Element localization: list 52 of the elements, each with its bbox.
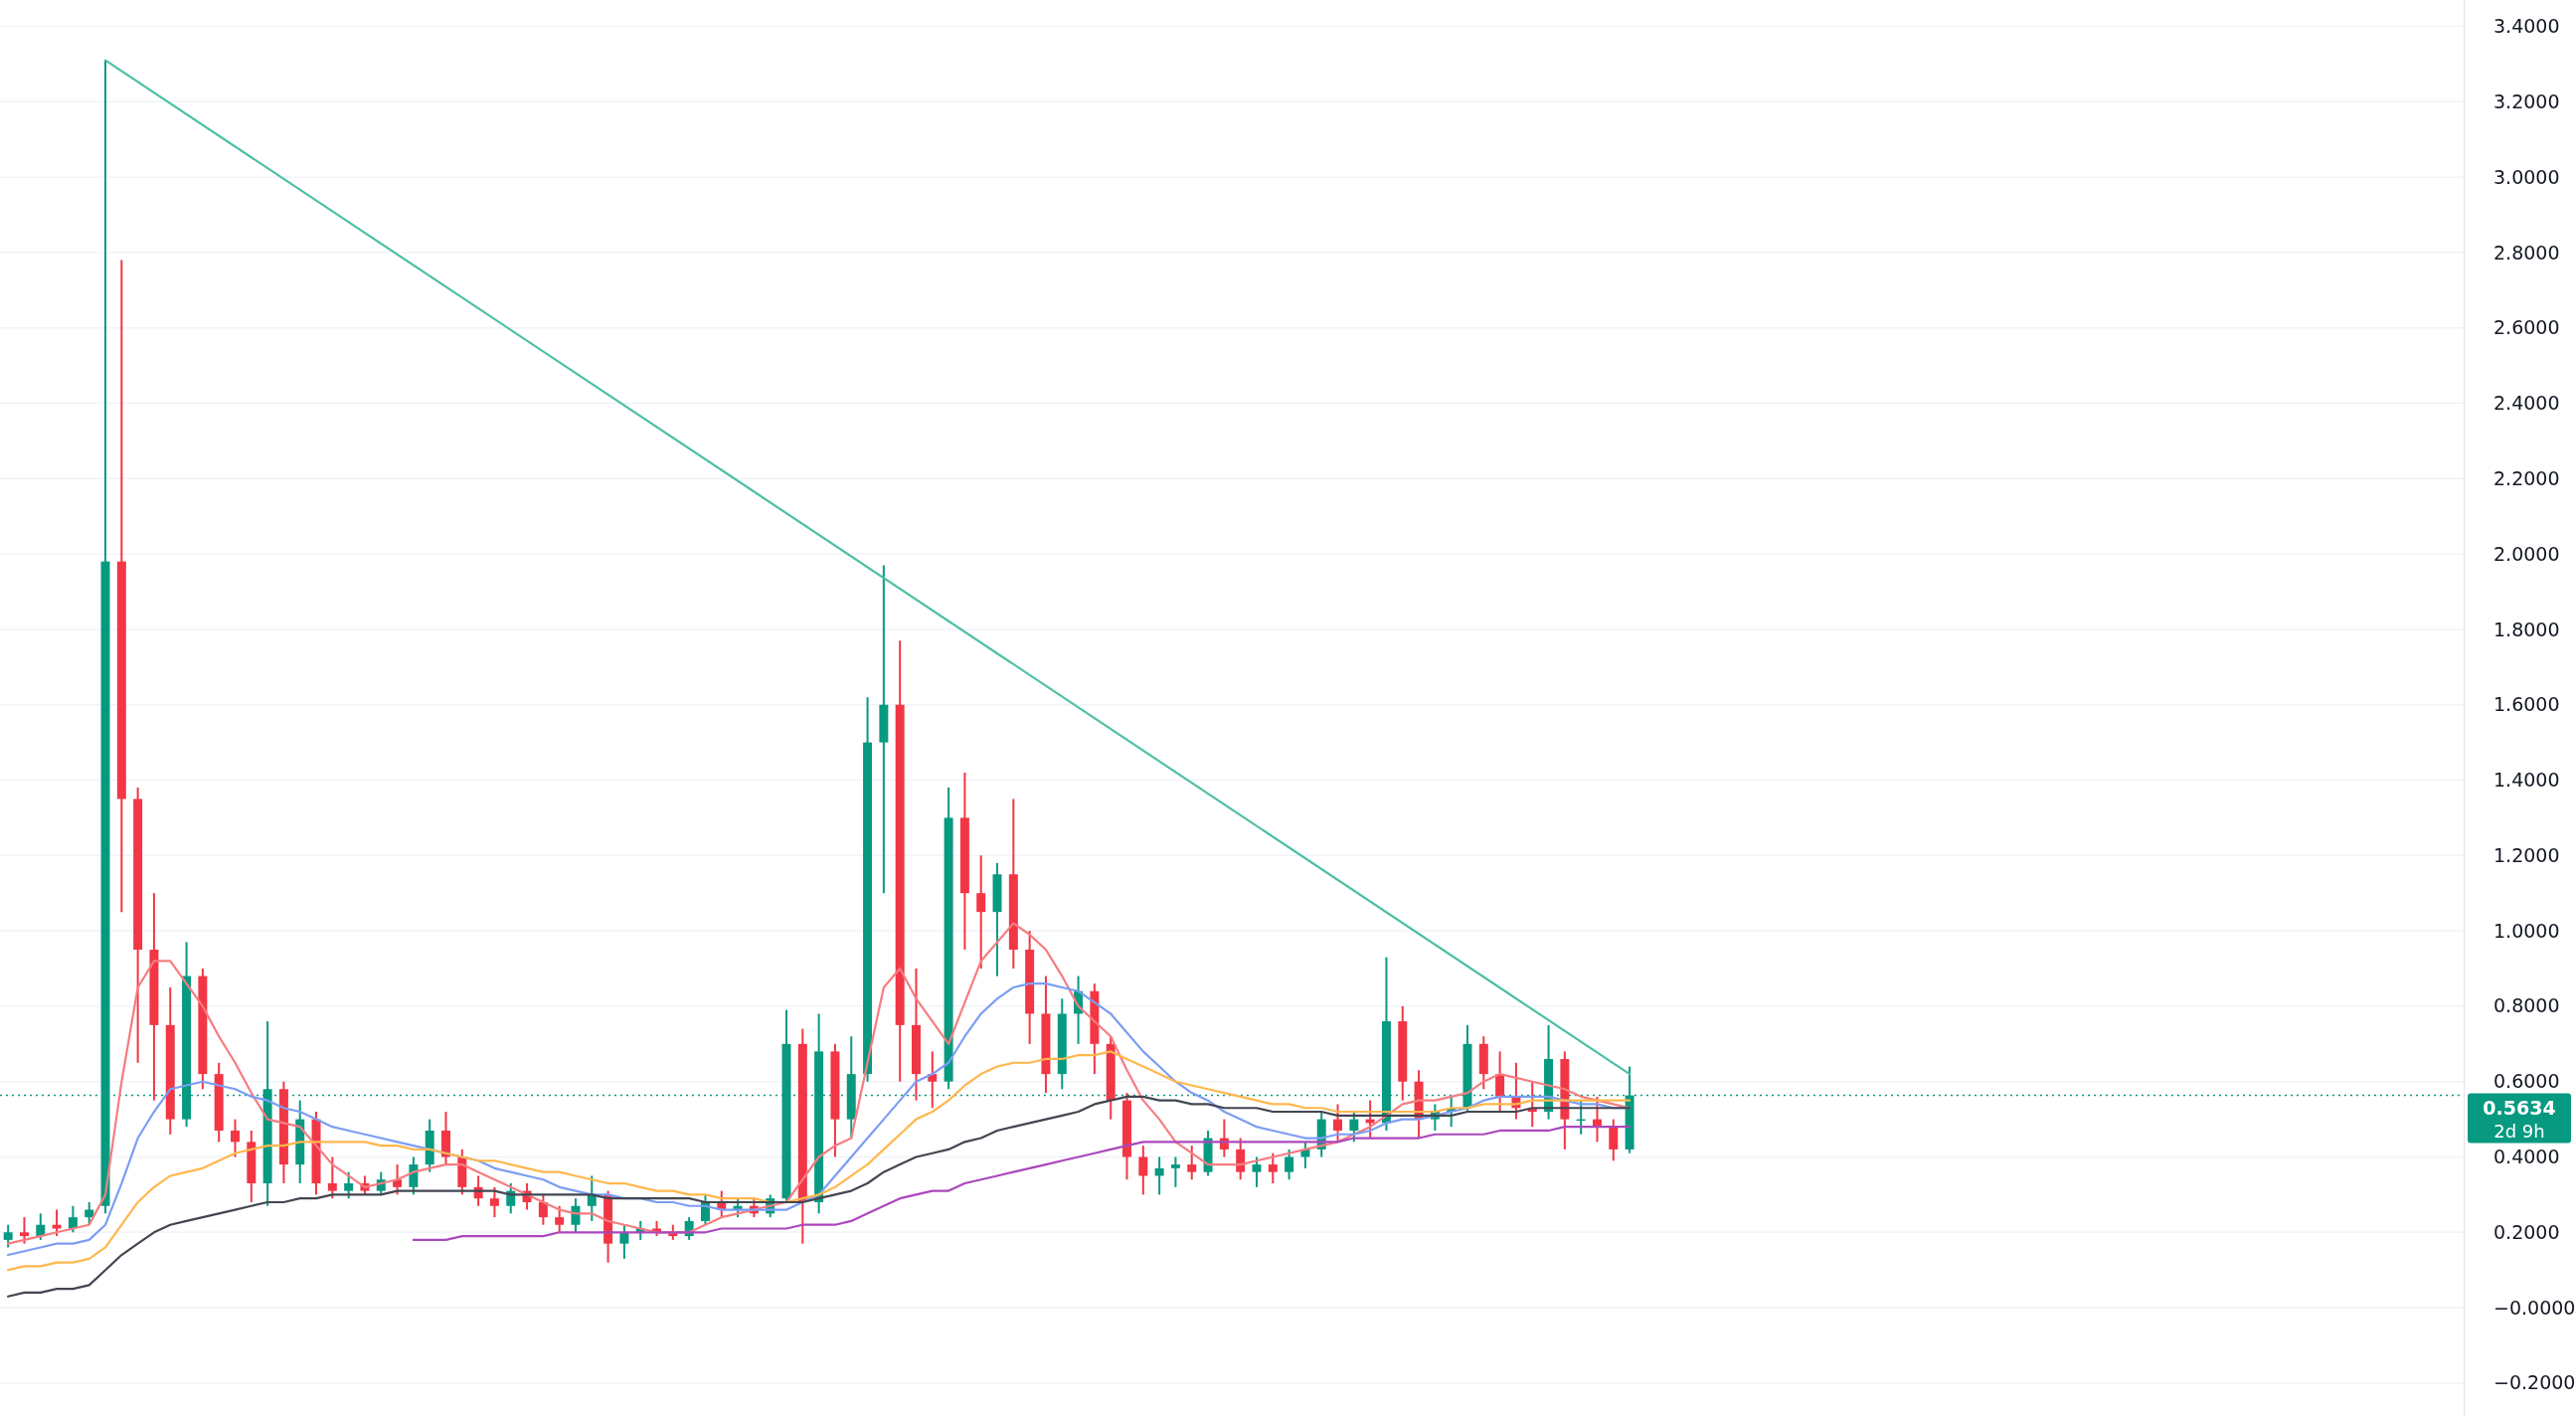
candlestick [538, 1193, 548, 1226]
y-tick-label: 2.2000 [2493, 466, 2560, 489]
candlestick [1252, 1155, 1262, 1188]
candlestick [409, 1155, 419, 1196]
y-tick-label: 3.4000 [2493, 15, 2560, 38]
y-tick-label: 1.8000 [2493, 618, 2560, 640]
ref-line-label: 0.5634 [2483, 1096, 2556, 1119]
y-tick-label: 3.2000 [2493, 89, 2560, 112]
y-tick-label: 0.8000 [2493, 994, 2560, 1017]
y-tick-label: 1.4000 [2493, 769, 2560, 792]
y-tick-label: 1.2000 [2493, 843, 2560, 866]
candlestick [1138, 1145, 1148, 1196]
y-tick-label: −0.2000 [2493, 1371, 2576, 1394]
y-tick-label: 2.4000 [2493, 392, 2560, 415]
candlestick [327, 1155, 337, 1200]
candlestick [1333, 1103, 1343, 1144]
y-tick-label: 0.6000 [2493, 1070, 2560, 1093]
candlestick [879, 564, 889, 895]
candlestick [489, 1185, 499, 1219]
y-tick-label: 0.2000 [2493, 1220, 2560, 1243]
y-tick-label: 1.6000 [2493, 693, 2560, 716]
text: 2d 9h [2493, 1120, 2545, 1142]
candlestick [1170, 1155, 1180, 1188]
candlestick [344, 1170, 354, 1200]
y-tick-label: 1.0000 [2493, 919, 2560, 942]
y-tick-label: 3.0000 [2493, 165, 2560, 188]
candlestick [619, 1223, 629, 1260]
line-series [7, 1050, 1631, 1272]
candlestick [393, 1163, 403, 1196]
candlestick [1236, 1137, 1246, 1181]
candlestick [1609, 1118, 1619, 1162]
y-tick-label: 2.8000 [2493, 241, 2560, 264]
candlestick [1349, 1111, 1359, 1144]
y-tick-label: 0.4000 [2493, 1146, 2560, 1168]
candlestick [1154, 1155, 1164, 1196]
candlestick [19, 1216, 29, 1245]
candlestick [85, 1200, 94, 1226]
y-tick-label: 2.6000 [2493, 316, 2560, 339]
candlestick [1268, 1151, 1278, 1185]
y-tick-label: 2.0000 [2493, 542, 2560, 565]
candlestick [928, 1050, 938, 1110]
candlestick [3, 1223, 13, 1249]
line-series [7, 1095, 1631, 1298]
candlestick [68, 1204, 78, 1234]
candlestick [1187, 1145, 1197, 1181]
y-tick-label: −0.0000 [2493, 1296, 2576, 1319]
candlestick [1285, 1148, 1294, 1181]
candlestick [52, 1208, 62, 1238]
candlestick [231, 1118, 240, 1158]
candlestick [555, 1204, 565, 1234]
candlestick [587, 1174, 597, 1222]
candlestick [976, 854, 986, 970]
